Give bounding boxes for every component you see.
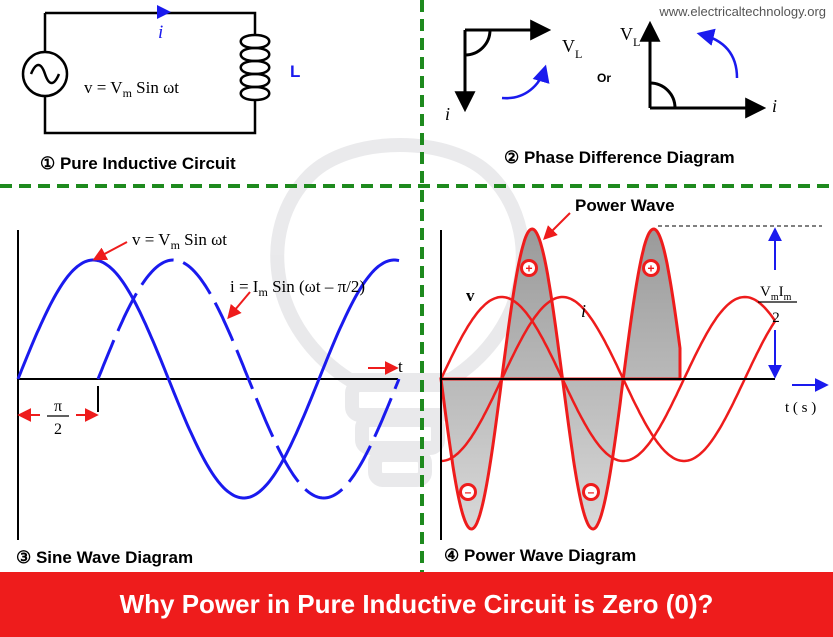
svg-text:+: + [525,262,532,276]
phase-angle-arc-right [649,81,677,109]
inductor-label: L [290,62,300,81]
rotation-arrow-right-icon [696,28,739,79]
t-label: t [398,357,403,376]
right-vl-label: VL [620,24,640,49]
title-banner: Why Power in Pure Inductive Circuit is Z… [0,572,833,637]
plus-badge-icon: + [642,259,660,277]
current-label: i [158,22,163,43]
panel1-caption: ① Pure Inductive Circuit [40,154,236,173]
v-label-arrow [92,241,128,261]
panel3-caption: ③ Sine Wave Diagram [16,548,193,567]
rotation-arrow-left-icon [501,64,550,100]
i-label: i [581,301,586,321]
panel4-caption: ④ Power Wave Diagram [444,546,636,565]
watermark-text: www.electricaltechnology.org [658,4,826,19]
right-i-label: i [772,96,777,116]
panel-power-wave: Power Wave v i VmIm 2 t ( s ) + + – – ④ … [439,196,829,565]
v-label: v [466,286,475,305]
pi-denominator: 2 [54,421,62,438]
minus-badge-icon: – [582,483,600,501]
current-arrow-icon [157,5,171,19]
phase-angle-arc-left [464,29,492,57]
left-vl-label: VL [562,36,582,61]
vi-denominator: 2 [772,310,780,326]
voltage-wave [16,258,400,500]
panel-pure-inductive-circuit: i L v = Vm Sin ωt ① Pure Inductive Circu… [21,5,300,173]
voltage-equation: v = Vm Sin ωt [84,78,179,100]
ac-source-icon [21,50,69,98]
left-i-label: i [445,104,450,124]
i-equation: i = Im Sin (ωt – π/2) [230,277,365,299]
voltage-wave [439,295,777,463]
i-label-arrow [227,291,251,320]
power-wave-label: Power Wave [575,196,675,215]
or-label: Or [597,71,611,85]
power-wave-label-arrow [543,212,571,240]
pi-numerator: π [54,398,62,415]
panel2-caption: ② Phase Difference Diagram [504,148,735,167]
svg-text:+: + [647,262,654,276]
v-equation: v = Vm Sin ωt [132,230,227,252]
t-seconds-label: t ( s ) [785,400,816,416]
svg-text:–: – [588,485,595,499]
current-wave [440,295,777,463]
panel-phase-difference: VL i Or VL i ② Phase Difference Diagram [445,19,777,167]
inductor-coil-icon [239,33,271,102]
vi-numerator: VmIm [760,284,792,303]
panel-sine-wave: v = Vm Sin ωt i = Im Sin (ωt – π/2) t π … [16,230,403,567]
plus-badge-icon: + [520,259,538,277]
current-wave [96,258,401,500]
svg-text:–: – [465,485,472,499]
minus-badge-icon: – [459,483,477,501]
diagram-canvas: www.electricaltechnology.org i L v = Vm … [0,0,833,572]
